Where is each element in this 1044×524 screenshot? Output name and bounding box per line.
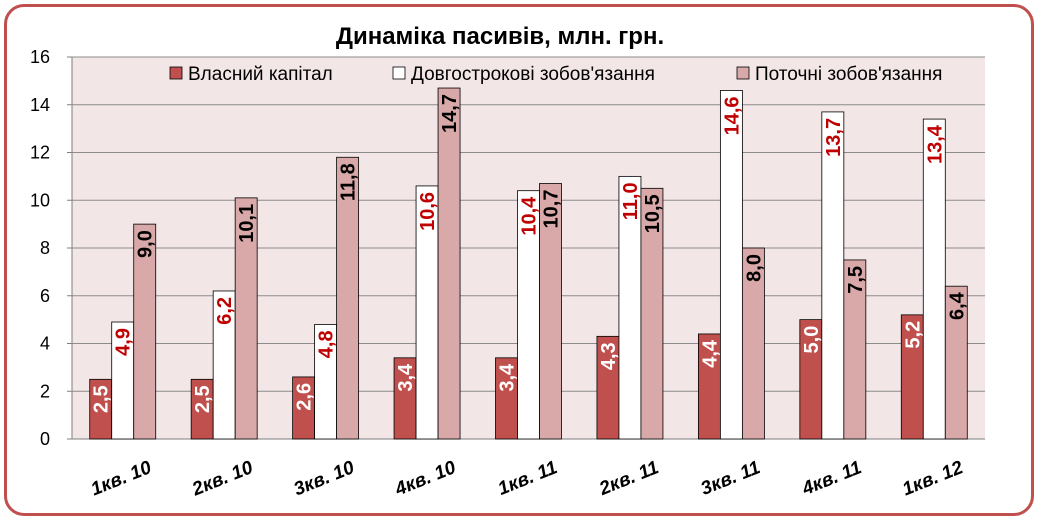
- bar: [843, 259, 867, 440]
- x-tick-label: 4кв. 11: [798, 457, 864, 500]
- x-tick-label: 1кв. 11: [495, 457, 560, 500]
- data-label: 4,3: [598, 342, 620, 370]
- x-tick-label: 1кв. 12: [900, 457, 967, 500]
- legend-entry: Власний капітал: [188, 64, 333, 85]
- data-label: 11,0: [620, 182, 642, 220]
- legend-swatch: [392, 66, 406, 80]
- legend-entry: Поточні зобов'язання: [755, 64, 942, 85]
- data-label: 2,6: [294, 383, 316, 411]
- y-tick-label: 14: [30, 95, 50, 115]
- bar: [821, 111, 845, 440]
- bar: [719, 90, 743, 440]
- data-label: 14,7: [439, 94, 461, 133]
- y-tick-label: 16: [30, 47, 50, 67]
- data-label: 5,2: [902, 321, 924, 349]
- chart-title: Динаміка пасивів, млн. грн.: [336, 23, 664, 50]
- legend-entry: Довгострокові зобов'язання: [411, 64, 655, 85]
- y-tick-label: 6: [40, 286, 50, 306]
- bar: [437, 87, 461, 440]
- x-tick-label: 1кв. 10: [88, 457, 155, 500]
- data-label: 9,0: [135, 230, 157, 258]
- x-tick-label: 2кв. 10: [188, 457, 256, 501]
- data-label: 6,2: [214, 297, 236, 325]
- data-label: 14,6: [721, 96, 743, 135]
- legend-swatch: [736, 66, 750, 80]
- data-label: 3,4: [395, 363, 417, 392]
- data-label: 13,4: [924, 124, 946, 164]
- y-tick-label: 12: [30, 143, 50, 163]
- bar: [741, 247, 765, 440]
- data-label: 4,4: [699, 339, 721, 368]
- x-tick-label: 3кв. 11: [698, 457, 763, 500]
- y-tick-label: 2: [40, 381, 50, 401]
- data-label: 10,4: [519, 196, 541, 236]
- bar: [336, 156, 360, 440]
- data-label: 6,4: [946, 291, 968, 320]
- data-label: 8,0: [743, 254, 765, 282]
- x-tick-label: 2кв. 11: [596, 457, 662, 500]
- data-label: 4,8: [316, 330, 338, 358]
- data-label: 10,7: [541, 190, 563, 229]
- bar: [234, 197, 258, 440]
- data-label: 4,9: [113, 328, 135, 356]
- legend: Власний капітал Довгострокові зобов'язанн…: [169, 64, 942, 85]
- data-label: 2,5: [192, 385, 214, 413]
- bar: [922, 118, 946, 440]
- data-label: 13,7: [823, 118, 845, 157]
- plot-area: 0 2 4 6 8 10 12 14 16 2,5 4,9 9,0 1кв. 10 2,5 6,2 10,1 2…: [30, 47, 985, 501]
- data-label: 5,0: [801, 326, 823, 354]
- bar: [539, 183, 562, 440]
- bar: [944, 285, 968, 440]
- x-tick-label: 4кв. 10: [391, 457, 459, 501]
- bar: [133, 223, 157, 440]
- y-tick-label: 10: [30, 190, 50, 210]
- y-tick-label: 8: [40, 238, 50, 258]
- data-label: 11,8: [338, 163, 360, 201]
- data-label: 3,4: [497, 363, 519, 392]
- data-label: 2,5: [91, 385, 113, 413]
- legend-swatch: [169, 66, 183, 80]
- bar: [640, 187, 664, 440]
- y-tick-label: 0: [40, 429, 50, 449]
- y-tick-label: 4: [40, 334, 50, 354]
- x-tick-label: 3кв. 10: [291, 457, 358, 500]
- data-label: 10,6: [417, 192, 439, 231]
- data-label: 10,1: [236, 204, 258, 243]
- data-label: 10,5: [642, 194, 664, 233]
- data-label: 7,5: [845, 266, 867, 294]
